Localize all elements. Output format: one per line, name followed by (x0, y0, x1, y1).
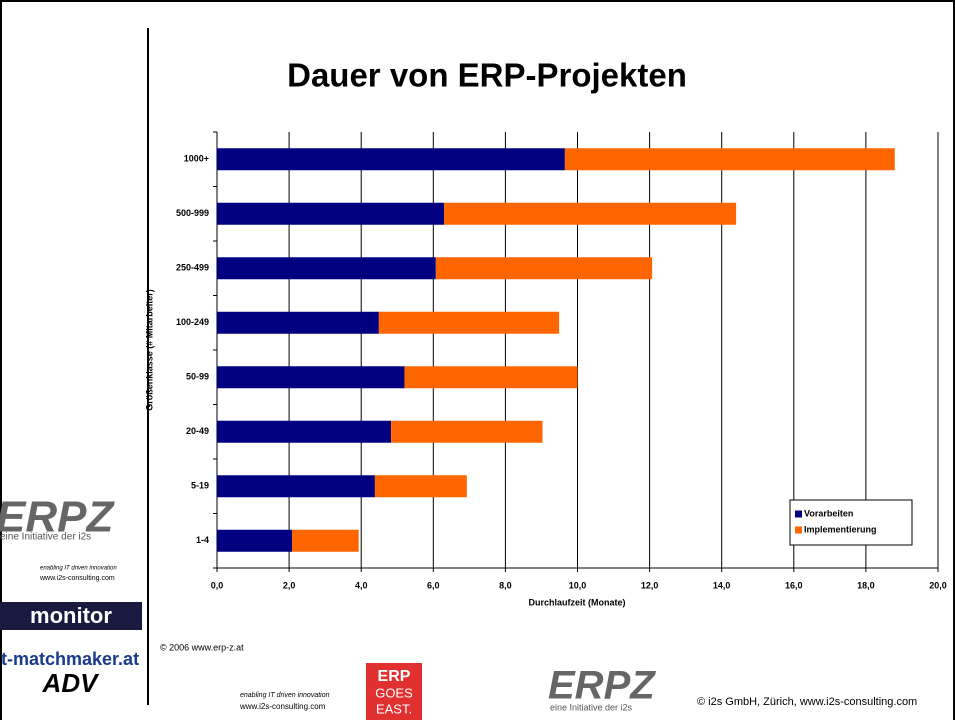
copyright-right: © i2s GmbH, Zürich, www.i2s-consulting.c… (697, 696, 917, 708)
logo-tagline: eine Initiative der i2s (550, 702, 633, 712)
x-tick-label: 14,0 (713, 580, 731, 590)
bar-segment (391, 420, 543, 443)
bar-segment (444, 202, 737, 225)
y-tick-label: 5-19 (191, 481, 209, 491)
bar-segment (217, 475, 375, 498)
x-tick-label: 10,0 (569, 580, 587, 590)
y-tick-label: 50-99 (186, 372, 209, 382)
logo-i2s-url: www.i2s-consulting.com (39, 575, 115, 582)
y-tick-label: 500-999 (176, 208, 209, 218)
bar-segment (217, 148, 565, 171)
bar-segment (217, 529, 292, 552)
logo-i2s-script: enabling IT driven innovation (40, 566, 117, 572)
logo-erpz: ERPZ (548, 664, 656, 708)
bar-segment (404, 366, 578, 389)
logo-east: EAST. (376, 701, 412, 716)
y-tick-label: 1000+ (184, 154, 209, 164)
bar-segment (217, 366, 405, 389)
legend-swatch (795, 510, 802, 518)
logo-tagline: eine Initiative der i2s (0, 532, 91, 543)
x-axis-label: Durchlaufzeit (Monate) (528, 597, 625, 607)
x-tick-label: 12,0 (641, 580, 659, 590)
logo-i2s-url: www.i2s-consulting.com (239, 702, 326, 711)
bar-segment (378, 311, 560, 334)
x-tick-label: 16,0 (785, 580, 803, 590)
logo-erp-east-box (366, 663, 422, 720)
bar-segment (564, 148, 895, 171)
logo-i2s-script: enabling IT driven innovation (240, 692, 330, 699)
y-tick-label: 20-49 (186, 426, 209, 436)
bar-segment (217, 311, 379, 334)
y-tick-label: 1-4 (196, 535, 209, 545)
logo-matchmaker: it-matchmaker.at (0, 649, 139, 669)
x-tick-label: 6,0 (427, 580, 440, 590)
logo-erp: ERP (378, 668, 411, 685)
logo-goes: GOES (375, 685, 413, 700)
x-tick-label: 2,0 (283, 580, 296, 590)
legend-swatch (795, 526, 802, 534)
x-tick-label: 8,0 (499, 580, 512, 590)
bar-segment (291, 529, 359, 552)
copyright-left: © 2006 www.erp-z.at (160, 642, 244, 652)
logo-erpz: ERPZ (0, 493, 115, 542)
bar-segment (374, 475, 467, 498)
y-tick-label: 100-249 (176, 317, 209, 327)
x-tick-label: 20,0 (929, 580, 947, 590)
logo-monitor: monitor (30, 603, 112, 628)
logo-monitor-box (0, 602, 142, 630)
bar-segment (217, 420, 392, 443)
bar-segment (435, 257, 653, 280)
bar-segment (217, 257, 436, 280)
legend-label: Implementierung (804, 524, 877, 534)
bar-segment (217, 202, 445, 225)
legend-box (789, 499, 913, 546)
logo-adv: ADV (42, 668, 101, 698)
x-tick-label: 18,0 (857, 580, 875, 590)
legend-label: Vorarbeiten (804, 508, 853, 518)
y-axis-label: Größenklasse (# Mitarbeiter) (144, 289, 154, 411)
x-tick-label: 4,0 (355, 580, 368, 590)
chart-title: Dauer von ERP-Projekten (287, 57, 687, 94)
y-tick-label: 250-499 (176, 263, 209, 273)
x-tick-label: 0,0 (211, 580, 224, 590)
